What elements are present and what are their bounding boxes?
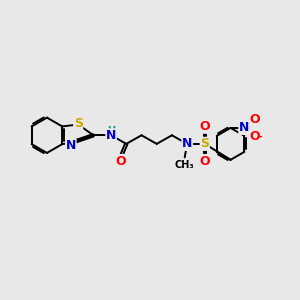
Text: O: O xyxy=(200,154,210,167)
Text: O: O xyxy=(115,154,126,167)
Text: N: N xyxy=(239,122,249,134)
Text: O: O xyxy=(249,130,260,143)
Text: N: N xyxy=(106,129,116,142)
Text: S: S xyxy=(74,117,83,130)
Text: N: N xyxy=(66,139,76,152)
Text: O: O xyxy=(249,113,260,126)
Text: +: + xyxy=(245,118,252,127)
Text: -: - xyxy=(257,131,262,141)
Text: CH₃: CH₃ xyxy=(175,160,194,170)
Text: O: O xyxy=(200,120,210,133)
Text: N: N xyxy=(182,137,192,150)
Text: H: H xyxy=(107,126,115,136)
Text: S: S xyxy=(200,137,209,150)
